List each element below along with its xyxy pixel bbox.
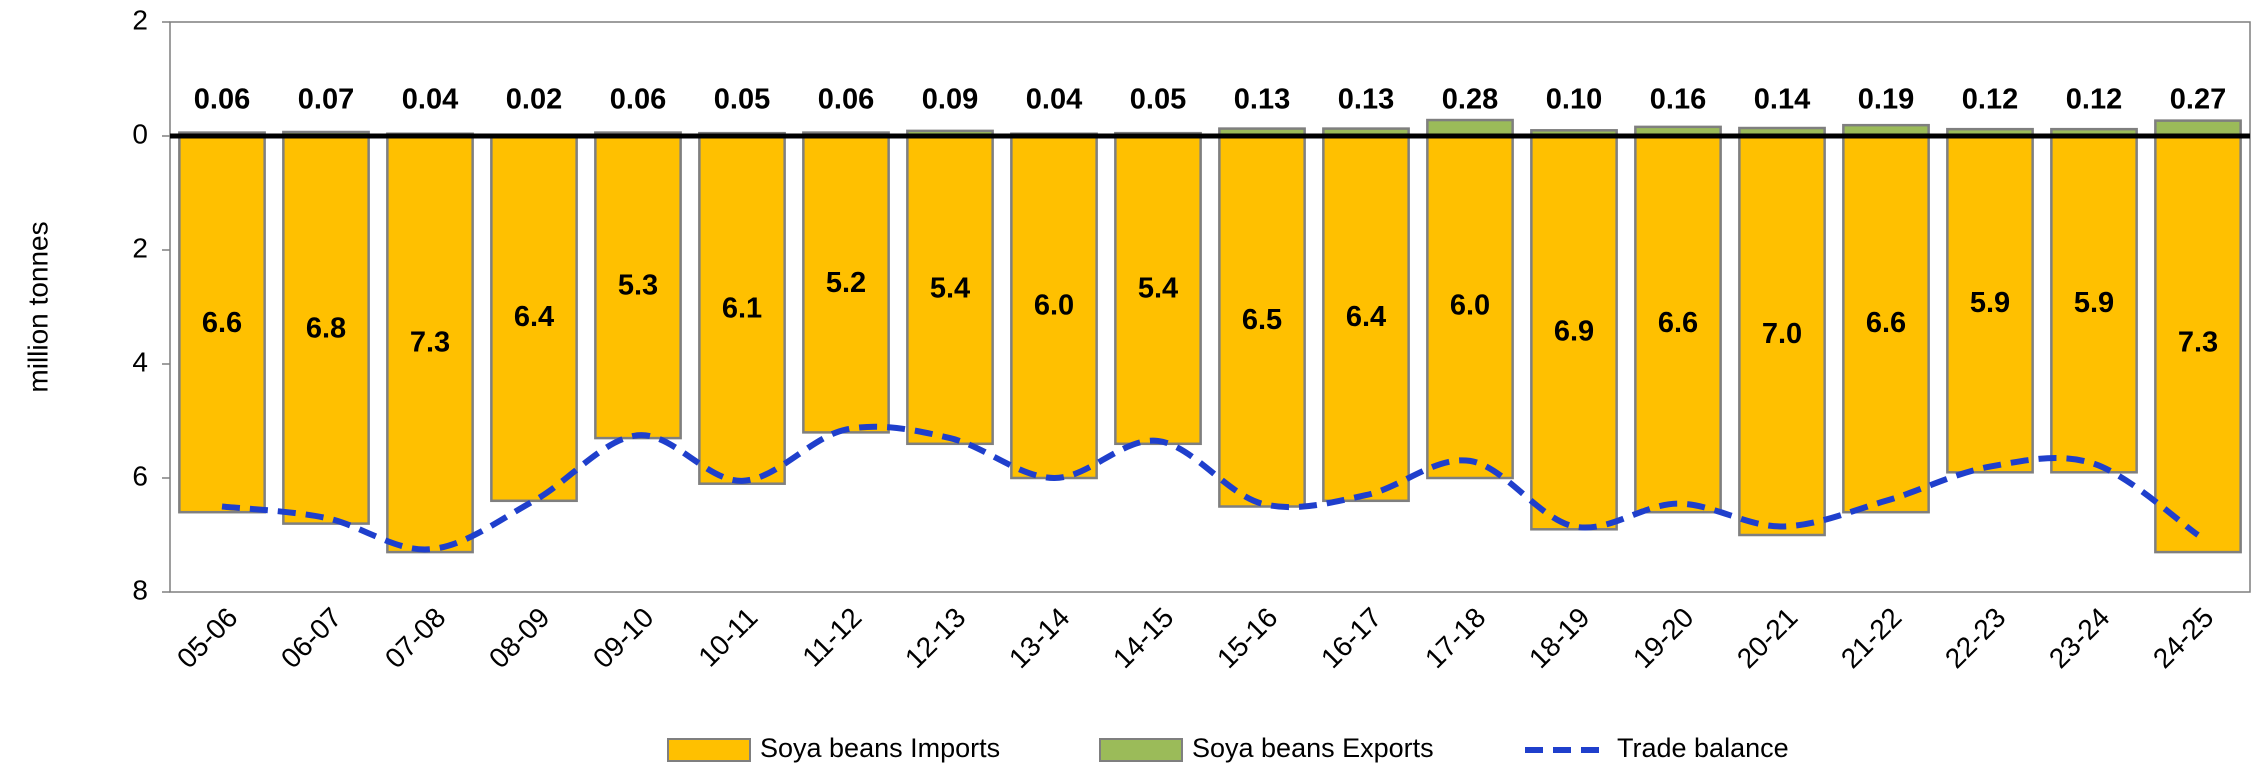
data-label: 6.8	[306, 312, 346, 344]
bar	[386, 134, 474, 554]
data-label: 6.0	[1450, 290, 1490, 322]
data-label: 0.19	[1858, 84, 1914, 116]
y-tick-label: 2	[132, 4, 148, 35]
x-tick-label: 15-16	[1211, 602, 1284, 675]
x-tick-label: 05-06	[171, 602, 244, 675]
bar	[698, 134, 786, 485]
plot-area	[169, 21, 2251, 593]
data-label: 0.16	[1650, 84, 1706, 116]
data-label: 6.0	[1034, 290, 1074, 322]
data-label: 0.06	[194, 84, 250, 116]
x-tick-label: 23-24	[2043, 602, 2116, 675]
legend-swatch	[667, 738, 751, 762]
data-label: 0.06	[818, 84, 874, 116]
x-tick-label: 10-11	[692, 602, 763, 673]
bar	[1426, 134, 1514, 480]
data-label: 7.3	[2178, 327, 2218, 359]
data-label: 0.02	[506, 84, 562, 116]
data-label: 0.06	[610, 84, 666, 116]
y-tick-label: 8	[132, 574, 148, 605]
data-label: 6.5	[1242, 304, 1282, 336]
x-tick-label: 19-20	[1627, 602, 1700, 675]
bar	[1218, 134, 1306, 508]
x-tick-label: 12-13	[899, 602, 972, 675]
x-tick-label: 09-10	[587, 602, 660, 675]
data-label: 5.2	[826, 267, 866, 299]
y-axis-title: million tonnes	[22, 221, 53, 392]
data-label: 0.14	[1754, 84, 1810, 116]
data-label: 0.04	[1026, 84, 1082, 116]
x-tick-label: 06-07	[275, 602, 348, 675]
data-label: 0.12	[2066, 84, 2122, 116]
bar	[594, 134, 682, 440]
legend-swatch	[1099, 738, 1183, 762]
bar	[1738, 134, 1826, 537]
legend-label: Soya beans Exports	[1192, 733, 1434, 763]
x-tick-label: 18-19	[1523, 602, 1596, 675]
legend-label: Soya beans Imports	[760, 733, 1000, 763]
x-tick-label: 16-17	[1315, 602, 1388, 675]
data-label: 7.3	[410, 327, 450, 359]
data-label: 0.07	[298, 84, 354, 116]
x-tick-label: 20-21	[1731, 602, 1804, 675]
data-label: 0.04	[402, 84, 458, 116]
bar	[802, 134, 890, 434]
data-label: 5.4	[1138, 273, 1178, 305]
y-tick-label: 4	[132, 346, 148, 377]
data-label: 5.4	[930, 273, 970, 305]
data-label: 0.05	[714, 84, 770, 116]
data-label: 5.9	[2074, 287, 2114, 319]
bar	[1530, 134, 1618, 531]
data-label: 0.12	[1962, 84, 2018, 116]
x-tick-label: 24-25	[2147, 602, 2220, 675]
data-label: 5.9	[1970, 287, 2010, 319]
data-label: 5.3	[618, 270, 658, 302]
x-tick-label: 07-08	[379, 602, 452, 675]
data-label: 6.4	[1346, 301, 1386, 333]
data-label: 7.0	[1762, 318, 1802, 350]
x-tick-label: 13-14	[1003, 602, 1076, 675]
x-tick-label: 11-12	[796, 602, 867, 673]
x-tick-label: 17-18	[1419, 602, 1492, 675]
x-tick-label: 08-09	[483, 602, 556, 675]
data-label: 6.6	[1866, 307, 1906, 339]
bar	[2154, 134, 2242, 554]
data-label: 0.27	[2170, 84, 2226, 116]
trade-balance-line	[221, 423, 2200, 553]
data-label: 6.4	[514, 301, 554, 333]
data-label: 0.05	[1130, 84, 1186, 116]
x-tick-label: 21-22	[1835, 602, 1908, 675]
bar	[282, 134, 370, 525]
x-tick-label: 14-15	[1107, 602, 1180, 675]
data-label: 6.9	[1554, 315, 1594, 347]
bar	[1634, 134, 1722, 514]
x-tick-label: 22-23	[1939, 602, 2012, 675]
data-label: 0.28	[1442, 84, 1498, 116]
data-label: 6.6	[1658, 307, 1698, 339]
bar	[906, 134, 994, 446]
y-tick-label: 6	[132, 460, 148, 491]
data-label: 0.13	[1234, 84, 1290, 116]
data-label: 0.09	[922, 84, 978, 116]
legend-label: Trade balance	[1617, 733, 1789, 763]
data-label: 6.1	[722, 293, 762, 325]
bar	[1114, 134, 1202, 446]
bar	[2050, 134, 2138, 474]
bar	[178, 134, 266, 514]
data-label: 0.10	[1546, 84, 1602, 116]
y-tick-label: 2	[132, 232, 148, 263]
bar	[1842, 134, 1930, 514]
data-label: 0.13	[1338, 84, 1394, 116]
y-tick-label: 0	[132, 118, 148, 149]
data-label: 6.6	[202, 307, 242, 339]
